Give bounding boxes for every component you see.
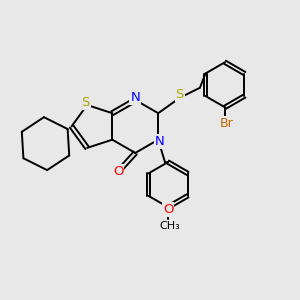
Text: Br: Br xyxy=(220,117,233,130)
Text: O: O xyxy=(113,165,123,178)
Text: S: S xyxy=(176,88,184,101)
Text: S: S xyxy=(82,96,90,109)
Text: N: N xyxy=(130,91,140,104)
Text: O: O xyxy=(163,203,173,216)
Text: N: N xyxy=(155,135,165,148)
Text: CH₃: CH₃ xyxy=(159,221,180,231)
